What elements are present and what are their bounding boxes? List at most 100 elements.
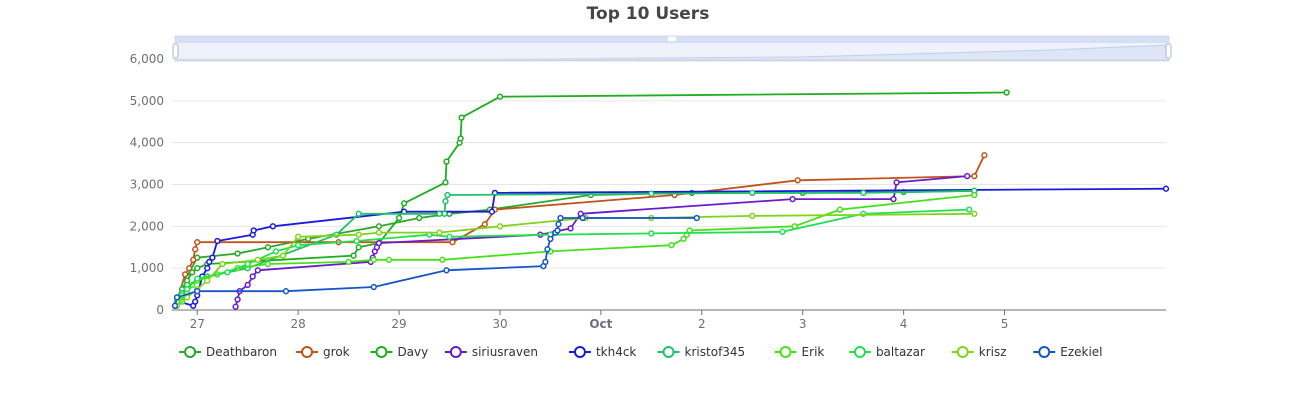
zoom-move-handle[interactable] — [668, 37, 676, 41]
legend-item-grok[interactable]: grok — [296, 345, 350, 359]
data-point[interactable] — [544, 246, 551, 253]
data-point[interactable] — [181, 271, 189, 278]
data-point[interactable] — [971, 172, 978, 180]
data-point[interactable] — [439, 256, 446, 263]
data-point[interactable] — [234, 296, 241, 303]
data-point[interactable] — [209, 254, 216, 261]
data-point[interactable] — [264, 244, 272, 251]
data-point[interactable] — [648, 190, 655, 197]
data-point[interactable] — [789, 195, 796, 203]
data-point[interactable] — [749, 189, 756, 197]
data-point[interactable] — [441, 210, 448, 217]
data-point[interactable] — [224, 269, 231, 276]
data-point[interactable] — [893, 179, 900, 186]
data-point[interactable] — [400, 200, 408, 207]
data-point[interactable] — [370, 283, 377, 291]
data-point[interactable] — [294, 233, 302, 240]
data-point[interactable] — [355, 244, 362, 251]
data-point[interactable] — [204, 277, 211, 284]
data-point[interactable] — [779, 228, 786, 235]
data-point[interactable] — [375, 229, 383, 236]
data-point[interactable] — [214, 237, 221, 245]
data-point[interactable] — [749, 212, 756, 220]
data-point[interactable] — [442, 179, 449, 186]
data-point[interactable] — [449, 239, 456, 246]
data-point[interactable] — [194, 239, 201, 246]
data-point[interactable] — [345, 258, 352, 266]
data-point[interactable] — [496, 93, 504, 100]
data-point[interactable] — [192, 246, 199, 253]
data-point[interactable] — [171, 302, 179, 309]
legend-item-siriusraven[interactable]: siriusraven — [444, 345, 538, 359]
data-point[interactable] — [416, 214, 423, 222]
legend-item-davy[interactable]: Davy — [370, 345, 428, 359]
legend-item-krisz[interactable]: krisz — [951, 345, 1007, 359]
data-point[interactable] — [350, 252, 357, 259]
data-point[interactable] — [458, 114, 465, 121]
data-point[interactable] — [355, 231, 362, 238]
data-point[interactable] — [860, 189, 867, 197]
data-point[interactable] — [547, 235, 554, 243]
legend-item-tkh4ck[interactable]: tkh4ck — [568, 345, 636, 359]
data-point[interactable] — [219, 260, 226, 268]
data-point[interactable] — [890, 195, 897, 203]
data-point[interactable] — [496, 223, 504, 230]
data-point[interactable] — [1162, 185, 1170, 192]
data-point[interactable] — [648, 230, 655, 237]
zoom-handle-left[interactable] — [172, 43, 179, 59]
data-point[interactable] — [966, 206, 973, 213]
data-point[interactable] — [443, 158, 450, 165]
zoom-slider[interactable] — [172, 35, 1172, 62]
data-point[interactable] — [173, 294, 181, 301]
data-point[interactable] — [457, 135, 464, 142]
data-point[interactable] — [232, 303, 239, 310]
data-point[interactable] — [254, 267, 261, 274]
data-point[interactable] — [971, 191, 978, 199]
data-point[interactable] — [579, 214, 586, 222]
data-point[interactable] — [272, 248, 280, 255]
data-point[interactable] — [436, 210, 443, 217]
data-point[interactable] — [981, 152, 988, 159]
data-point[interactable] — [971, 210, 978, 217]
data-point[interactable] — [542, 258, 549, 266]
data-point[interactable] — [194, 265, 201, 272]
data-point[interactable] — [444, 191, 451, 199]
legend-item-deathbaron[interactable]: Deathbaron — [179, 345, 277, 359]
zoom-handle-right[interactable] — [1165, 43, 1172, 59]
data-point[interactable] — [488, 208, 496, 215]
data-point[interactable] — [204, 265, 211, 272]
data-point[interactable] — [481, 221, 488, 228]
data-point[interactable] — [249, 273, 256, 280]
data-point[interactable] — [353, 237, 360, 245]
data-point[interactable] — [264, 260, 272, 268]
data-point[interactable] — [250, 227, 257, 234]
data-point[interactable] — [554, 227, 561, 234]
data-point[interactable] — [680, 235, 687, 243]
data-point[interactable] — [794, 177, 801, 184]
data-point[interactable] — [557, 214, 564, 222]
data-point[interactable] — [355, 210, 362, 217]
data-point[interactable] — [194, 288, 201, 295]
data-point[interactable] — [206, 258, 213, 266]
data-point[interactable] — [244, 281, 251, 289]
data-point[interactable] — [269, 223, 277, 230]
data-point[interactable] — [375, 223, 383, 230]
data-point[interactable] — [1003, 89, 1010, 96]
legend-item-erik[interactable]: Erik — [774, 345, 825, 359]
legend-item-kristof345[interactable]: kristof345 — [657, 345, 746, 359]
data-point[interactable] — [385, 256, 393, 263]
data-point[interactable] — [370, 256, 377, 263]
data-point[interactable] — [375, 239, 383, 247]
data-point[interactable] — [443, 267, 450, 274]
data-point[interactable] — [244, 260, 251, 268]
data-point[interactable] — [190, 256, 197, 263]
data-point[interactable] — [194, 275, 201, 282]
data-point[interactable] — [446, 233, 453, 240]
data-point[interactable] — [183, 285, 191, 293]
data-point[interactable] — [294, 242, 302, 249]
data-point[interactable] — [436, 229, 443, 236]
data-point[interactable] — [836, 206, 844, 213]
data-point[interactable] — [282, 288, 290, 295]
data-point[interactable] — [192, 298, 199, 305]
data-point[interactable] — [567, 225, 574, 232]
